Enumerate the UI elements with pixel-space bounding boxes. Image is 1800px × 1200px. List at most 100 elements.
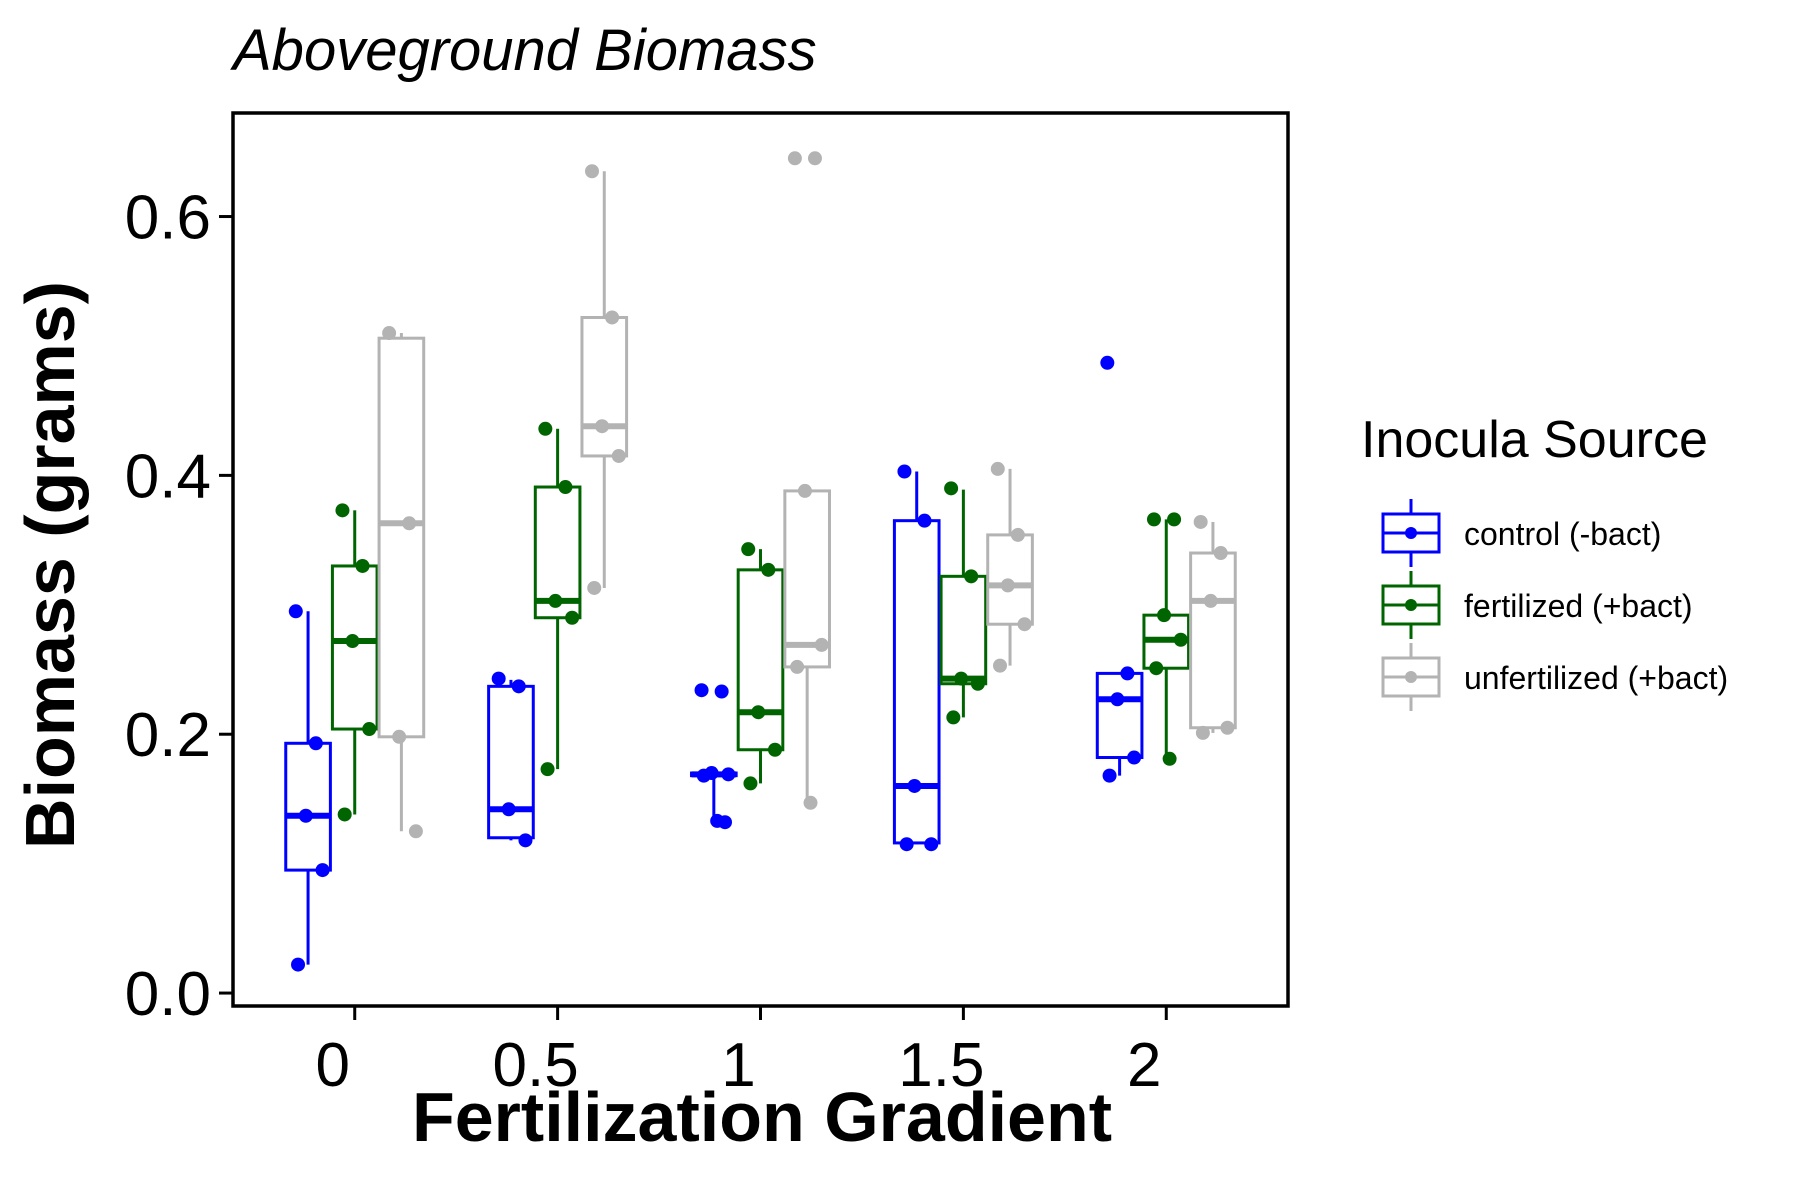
box-1-1 [533, 428, 582, 770]
box-2-1 [580, 171, 629, 588]
data-point [1100, 355, 1115, 370]
data-point [1120, 666, 1135, 681]
y-axis-title: Biomass (grams) [11, 281, 89, 849]
legend-point [1405, 527, 1417, 539]
box-rect [487, 684, 535, 840]
data-point [335, 503, 350, 518]
data-point [538, 421, 553, 436]
data-point [308, 736, 323, 751]
box-rect [892, 519, 941, 845]
box-1-0 [330, 510, 379, 815]
data-point [1167, 512, 1182, 527]
data-point [1203, 593, 1218, 608]
legend-title: Inocula Source [1361, 411, 1708, 469]
data-point [587, 580, 602, 595]
data-point [1173, 632, 1188, 647]
x-axis-title: Fertilization Gradient [412, 1078, 1112, 1156]
box-rect [1189, 551, 1237, 730]
x-tick-label: 0.5 [493, 1031, 579, 1100]
legend-key-0 [1381, 499, 1441, 567]
data-point [402, 516, 417, 531]
data-point [970, 676, 985, 691]
data-point [518, 833, 533, 848]
box-rect [1095, 671, 1144, 760]
data-point [291, 957, 306, 972]
box-rect [939, 574, 988, 686]
box-rect [284, 741, 332, 872]
data-point [714, 684, 729, 699]
data-point [790, 659, 805, 674]
box-2-0 [377, 333, 426, 832]
data-point [1195, 725, 1210, 740]
data-point [694, 683, 709, 698]
box-2-3 [986, 468, 1034, 666]
data-point [751, 705, 766, 720]
data-point [355, 558, 370, 573]
data-point [993, 658, 1008, 673]
data-point [964, 569, 979, 584]
data-point [1193, 514, 1208, 529]
data-point [924, 837, 939, 852]
box-0-1 [487, 679, 535, 841]
data-point [392, 729, 407, 744]
data-point [897, 464, 912, 479]
data-point [946, 710, 961, 725]
data-point [595, 419, 610, 434]
data-point [315, 863, 330, 878]
data-point [1010, 527, 1025, 542]
data-point [797, 483, 812, 498]
data-point [565, 610, 580, 625]
data-point [1157, 608, 1172, 623]
data-point [605, 310, 620, 325]
legend-label: unfertilized (+bact) [1464, 660, 1728, 696]
data-point [1149, 661, 1164, 676]
data-point [917, 513, 932, 528]
y-tick-label: 0.0 [125, 960, 211, 1029]
data-point [807, 151, 822, 166]
data-point [907, 778, 922, 793]
data-point [491, 671, 506, 686]
data-point [741, 542, 756, 557]
data-point [990, 461, 1005, 476]
legend-key-2 [1381, 643, 1441, 711]
data-point [558, 480, 573, 495]
box-rect [580, 315, 629, 458]
data-point [696, 768, 711, 783]
data-point [288, 604, 303, 619]
data-point [768, 742, 783, 757]
data-point [548, 593, 563, 608]
data-point [721, 767, 736, 782]
data-point [511, 679, 526, 694]
chart-title: Aboveground Biomass [230, 18, 817, 83]
x-tick-label: 1.5 [898, 1031, 984, 1100]
data-point [1102, 768, 1117, 783]
data-point [345, 634, 360, 649]
data-point [944, 481, 959, 496]
data-point [803, 795, 818, 810]
data-point [501, 802, 516, 817]
x-tick-label: 0 [315, 1031, 349, 1100]
box-0-0 [284, 611, 332, 965]
x-axis: 0 0.5 1 1.5 2 [315, 1006, 1168, 1100]
legend-label: fertilized (+bact) [1464, 588, 1693, 624]
y-tick-label: 0.4 [125, 442, 211, 511]
legend-key-1 [1381, 571, 1441, 639]
data-point [814, 637, 829, 652]
data-point [540, 762, 555, 777]
data-point [298, 808, 313, 823]
box-rect [330, 564, 379, 731]
data-point [1000, 578, 1015, 593]
data-point [1110, 692, 1125, 707]
plot-area [284, 151, 1237, 972]
data-point [743, 776, 758, 791]
box-rect [986, 533, 1034, 626]
data-point [1017, 617, 1032, 632]
data-point [1213, 546, 1228, 561]
box-2-4 [1189, 521, 1237, 733]
data-point [1127, 750, 1142, 765]
data-point [717, 815, 732, 830]
box-1-2 [736, 549, 785, 784]
data-point [585, 164, 600, 179]
legend-point [1405, 599, 1417, 611]
